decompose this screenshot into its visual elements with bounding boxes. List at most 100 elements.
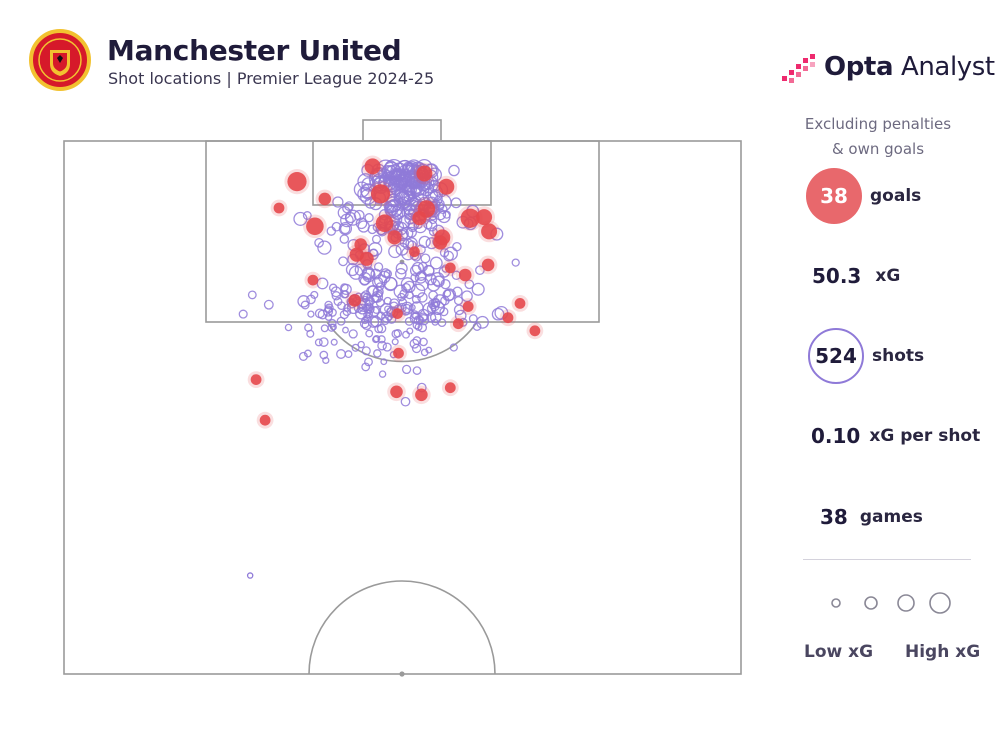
- shot-marker: [443, 250, 454, 262]
- legend-circle-2: [864, 596, 878, 610]
- shot-marker: [297, 295, 310, 308]
- exclusion-note: Excluding penalties & own goals: [790, 112, 966, 162]
- shot-marker: [246, 572, 254, 579]
- goal-marker: [387, 230, 402, 245]
- shot-marker: [300, 300, 310, 310]
- shot-marker: [357, 220, 370, 233]
- shot-marker: [401, 364, 412, 375]
- shot-marker: [410, 181, 430, 201]
- shot-marker: [475, 265, 485, 276]
- games-value: 38: [820, 505, 848, 529]
- goal-marker: [416, 165, 433, 182]
- goal-marker: [318, 192, 332, 206]
- goal-marker: [392, 308, 403, 319]
- shot-marker: [378, 370, 387, 378]
- shot-marker: [403, 280, 416, 294]
- shot-marker: [432, 275, 445, 288]
- shot-marker: [329, 323, 337, 331]
- shot-marker: [415, 276, 430, 292]
- shot-marker: [247, 290, 257, 300]
- shot-marker: [381, 311, 393, 323]
- shot-marker: [379, 303, 394, 317]
- shot-marker: [355, 217, 368, 230]
- shot-marker: [419, 337, 428, 347]
- shot-marker: [418, 235, 431, 249]
- note-line-1: Excluding penalties: [804, 115, 952, 133]
- shot-marker: [511, 258, 520, 267]
- stat-goals: 38 goals: [806, 166, 921, 226]
- brand-opta: Opta: [824, 52, 894, 82]
- shot-marker: [402, 303, 412, 314]
- shot-marker: [395, 160, 415, 179]
- shot-marker: [328, 283, 338, 293]
- pitch-lines: [63, 119, 742, 677]
- shot-marker: [382, 342, 392, 352]
- brand-analyst: Analyst: [893, 52, 995, 82]
- shot-marker: [449, 343, 458, 352]
- goal-marker: [502, 312, 514, 324]
- shot-marker: [402, 162, 416, 176]
- note-line-2: & own goals: [831, 140, 925, 158]
- shot-marker: [372, 335, 380, 344]
- goal-marker: [514, 298, 526, 309]
- shot-marker: [472, 322, 482, 331]
- shot-marker: [426, 303, 437, 314]
- page-title: Manchester United: [107, 34, 402, 67]
- shot-marker: [405, 290, 414, 300]
- goals-label: goals: [870, 186, 922, 206]
- shot-marker: [298, 351, 308, 361]
- shot-marker: [263, 299, 274, 310]
- shot-marker: [417, 292, 428, 303]
- shot-marker: [323, 306, 334, 317]
- shot-marker: [328, 319, 337, 328]
- shot-marker: [354, 307, 368, 320]
- goal-marker: [393, 347, 404, 359]
- centre-spot: [399, 671, 405, 677]
- shot-marker: [364, 357, 373, 367]
- goal-marker: [307, 274, 319, 286]
- goal-marker: [259, 414, 271, 426]
- shot-marker: [425, 346, 433, 354]
- goal-marker: [390, 385, 403, 399]
- shot-marker: [404, 316, 414, 326]
- shot-marker: [450, 197, 462, 209]
- shot-marker: [402, 330, 410, 339]
- opta-analyst-logo: Opta Analyst: [780, 50, 995, 90]
- goal-marker: [364, 158, 381, 175]
- goals-layer: [247, 155, 544, 429]
- goal-marker: [250, 374, 262, 385]
- shot-marker: [368, 242, 383, 257]
- shot-marker: [377, 340, 387, 351]
- shot-marker: [417, 322, 428, 333]
- shot-marker: [425, 219, 438, 232]
- shot-marker: [330, 338, 338, 346]
- shot-marker: [336, 316, 346, 326]
- goal-marker: [371, 184, 391, 204]
- stat-shots: 524 shots: [808, 326, 924, 386]
- games-label: games: [859, 507, 923, 527]
- shot-marker: [416, 270, 427, 281]
- legend-high-label: High xG: [905, 642, 981, 662]
- shot-marker: [380, 358, 388, 366]
- shot-marker: [342, 326, 349, 334]
- shot-marker: [317, 309, 328, 320]
- shot-marker: [331, 291, 342, 301]
- shot-marker: [401, 282, 412, 293]
- shot-marker: [348, 329, 358, 339]
- shot-marker: [310, 290, 319, 299]
- shot-marker: [428, 290, 438, 301]
- shot-marker: [397, 169, 416, 187]
- shot-marker: [412, 336, 422, 346]
- shot-marker: [423, 265, 435, 276]
- shot-marker: [401, 194, 419, 212]
- shot-marker: [324, 300, 333, 310]
- shot-marker: [324, 313, 333, 321]
- goal-marker: [481, 258, 495, 272]
- centre-circle: [308, 580, 496, 675]
- xg-size-legend: [831, 592, 951, 614]
- shot-marker: [400, 396, 411, 407]
- shot-marker: [359, 276, 370, 286]
- goal-marker: [462, 301, 474, 312]
- shot-marker: [391, 329, 401, 339]
- shot-marker: [365, 329, 374, 338]
